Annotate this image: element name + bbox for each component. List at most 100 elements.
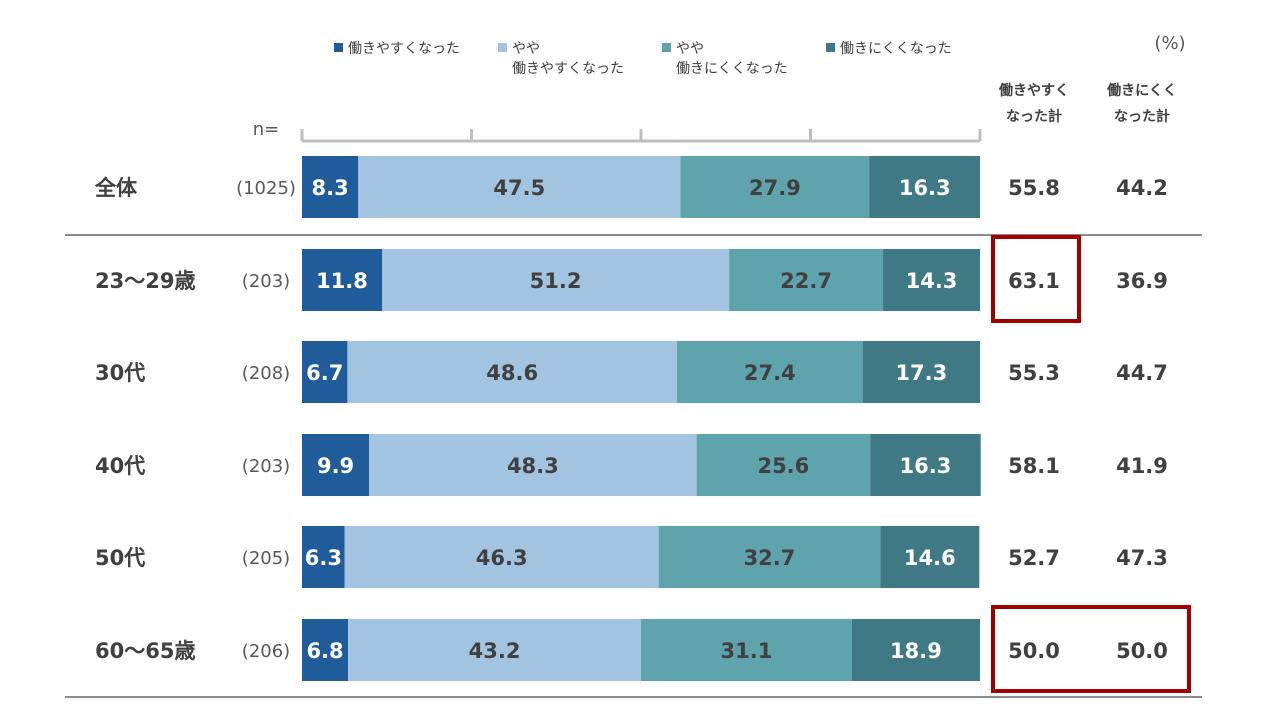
- bar-segment: [883, 249, 980, 311]
- bar-segment: [641, 619, 852, 681]
- bar-value-label: 17.3: [895, 361, 947, 385]
- category-label: 全体: [94, 176, 138, 200]
- bar-value-label: 25.6: [757, 454, 809, 478]
- legend-label: やや: [676, 41, 704, 57]
- legend-swatch: [826, 43, 835, 52]
- legend-swatch: [334, 43, 343, 52]
- bar-value-label: 27.4: [744, 361, 796, 385]
- n-label: (206): [242, 641, 290, 662]
- bar-value-label: 51.2: [530, 269, 582, 293]
- bar-value-label: 14.6: [904, 546, 956, 570]
- bar-row: 40代 (203) 9.9 48.3 25.6 16.3 58.1 41.9: [95, 434, 1168, 496]
- bar-row: 50代 (205) 6.3 46.3 32.7 14.6 52.7 47.3: [95, 526, 1168, 588]
- legend-label: 働きにくくなった: [840, 41, 952, 57]
- bar-segment: [358, 156, 681, 218]
- bar-value-label: 9.9: [317, 454, 354, 478]
- easier-total: 58.1: [1008, 454, 1060, 478]
- totals-header: 働きやすく: [998, 82, 1069, 99]
- bar-value-label: 16.3: [899, 176, 951, 200]
- bar-segment: [696, 434, 871, 496]
- category-label: 30代: [95, 361, 145, 385]
- bar-value-label: 27.9: [749, 176, 801, 200]
- easier-total: 52.7: [1008, 546, 1060, 570]
- harder-total: 36.9: [1116, 269, 1168, 293]
- bar-value-label: 43.2: [469, 639, 521, 663]
- bar-segment: [347, 341, 677, 403]
- bar-segment: [869, 156, 980, 218]
- highlight-box: [991, 605, 1191, 693]
- bar-value-label: 22.7: [780, 269, 832, 293]
- n-prefix: n=: [253, 119, 280, 140]
- bar-segment: [348, 619, 641, 681]
- easier-total: 55.3: [1008, 361, 1060, 385]
- bar-value-label: 6.3: [305, 546, 342, 570]
- bar-value-label: 48.6: [486, 361, 538, 385]
- harder-total: 47.3: [1116, 546, 1168, 570]
- totals-header: なった計: [1006, 108, 1062, 125]
- x-axis: [300, 129, 982, 143]
- bar-segment: [851, 619, 980, 681]
- bar-value-label: 31.1: [721, 639, 773, 663]
- bar-row: 30代 (208) 6.7 48.6 27.4 17.3 55.3 44.7: [95, 341, 1168, 403]
- unit-label: (%): [1154, 33, 1185, 54]
- bar-value-label: 11.8: [316, 269, 368, 293]
- n-label: (205): [242, 548, 290, 569]
- bar-value-label: 47.5: [493, 176, 545, 200]
- bar-segment: [302, 619, 349, 681]
- bar-segment: [369, 434, 697, 496]
- bar-value-label: 6.7: [306, 361, 343, 385]
- bar-segment: [880, 526, 980, 588]
- bar-value-label: 6.8: [306, 639, 343, 663]
- harder-total: 41.9: [1116, 454, 1168, 478]
- bar-segment: [302, 249, 383, 311]
- bar-value-label: 14.3: [906, 269, 958, 293]
- legend-swatch: [662, 43, 671, 52]
- bar-segment: [676, 341, 863, 403]
- legend-label: 働きにくくなった: [676, 61, 788, 77]
- easier-total: 63.1: [1008, 269, 1060, 293]
- bar-value-label: 8.3: [312, 176, 349, 200]
- bar-rows: 全体 (1025) 8.3 47.5 27.9 16.3 55.8 44.2 23〜29歳 (20…: [65, 156, 1202, 698]
- n-label: (203): [242, 271, 290, 292]
- bar-segment: [862, 341, 980, 403]
- bar-segment: [302, 434, 370, 496]
- harder-total: 50.0: [1116, 639, 1168, 663]
- bar-segment: [302, 341, 348, 403]
- harder-total: 44.7: [1116, 361, 1168, 385]
- legend-label: 働きやすくなった: [348, 41, 460, 57]
- bar-segment: [870, 434, 981, 496]
- legend-label: やや: [512, 41, 540, 57]
- n-label: (1025): [236, 178, 296, 199]
- category-label: 23〜29歳: [95, 269, 195, 293]
- easier-total: 55.8: [1008, 176, 1060, 200]
- bar-segment: [658, 526, 881, 588]
- bar-segment: [680, 156, 870, 218]
- bar-value-label: 16.3: [900, 454, 952, 478]
- bar-row: 23〜29歳 (203) 11.8 51.2 22.7 14.3 63.1 36.9: [95, 249, 1168, 311]
- n-label: (203): [242, 456, 290, 477]
- harder-total: 44.2: [1116, 176, 1168, 200]
- legend-swatch: [498, 43, 507, 52]
- highlight-boxes: [991, 235, 1191, 693]
- totals-header: 働きにくく: [1106, 82, 1177, 99]
- bar-value-label: 18.9: [890, 639, 942, 663]
- bar-segment: [302, 526, 345, 588]
- bar-segment: [729, 249, 884, 311]
- bar-segment: [382, 249, 730, 311]
- highlight-box: [991, 235, 1081, 323]
- category-label: 50代: [95, 546, 145, 570]
- bar-value-label: 32.7: [744, 546, 796, 570]
- totals-header: なった計: [1114, 108, 1170, 125]
- n-label: (208): [242, 363, 290, 384]
- bar-row: 全体 (1025) 8.3 47.5 27.9 16.3 55.8 44.2: [94, 156, 1168, 218]
- easier-total: 50.0: [1008, 639, 1060, 663]
- legend-label: 働きやすくなった: [512, 61, 624, 77]
- bar-row: 60〜65歳 (206) 6.8 43.2 31.1 18.9 50.0 50.0: [95, 619, 1168, 681]
- bar-segment: [302, 156, 359, 218]
- category-label: 60〜65歳: [95, 639, 195, 663]
- bar-value-label: 48.3: [507, 454, 559, 478]
- bar-value-label: 46.3: [476, 546, 528, 570]
